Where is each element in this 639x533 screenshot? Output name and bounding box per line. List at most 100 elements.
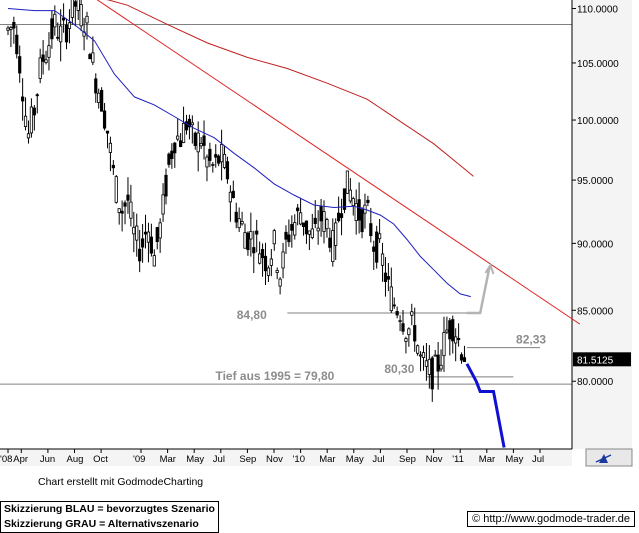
candle-body xyxy=(383,272,388,282)
candle-body xyxy=(430,357,434,390)
x-tick-label: '11 xyxy=(452,454,464,465)
candle-body xyxy=(167,153,171,165)
x-tick-label: May xyxy=(505,454,523,465)
candle-body xyxy=(304,220,309,235)
candle-body xyxy=(436,354,440,372)
scenario-sketches xyxy=(465,262,506,448)
source-url[interactable]: http://www.godmode-trader.de xyxy=(483,513,630,525)
candle-body xyxy=(105,130,110,134)
candle-body xyxy=(313,217,317,224)
candle-body xyxy=(44,59,48,64)
candle-body xyxy=(331,230,335,263)
chart-tool-button[interactable] xyxy=(585,448,633,467)
candle-body xyxy=(70,0,74,18)
candle-body xyxy=(357,199,361,221)
candle-body xyxy=(401,323,405,332)
chart-tool-button-frame[interactable] xyxy=(585,448,633,467)
candle-body xyxy=(217,155,221,164)
candle-body xyxy=(266,267,271,276)
candle-body xyxy=(155,227,159,243)
candle-body xyxy=(100,90,104,112)
candle-body xyxy=(369,223,373,237)
candle-body xyxy=(32,107,36,116)
candle-body xyxy=(161,194,165,215)
x-tick-label: May xyxy=(186,454,204,465)
candle-body xyxy=(240,221,244,225)
candle-body xyxy=(152,255,156,267)
candle-body xyxy=(319,206,323,222)
candle-body xyxy=(316,227,320,232)
candle-body xyxy=(179,140,183,147)
y-tick-label: 80.0000 xyxy=(577,377,614,388)
candle-body xyxy=(386,276,390,280)
candle-body xyxy=(462,357,467,363)
candle-body xyxy=(433,354,437,357)
candle-body xyxy=(287,234,291,243)
level-label: 84,80 xyxy=(237,308,267,322)
candle-body xyxy=(196,132,200,153)
x-tick-label: '10 xyxy=(293,454,305,465)
y-tick-label: 105.0000 xyxy=(577,59,619,70)
candle-body xyxy=(41,54,45,62)
candle-body xyxy=(243,232,247,249)
candle-body xyxy=(457,337,461,341)
y-tick-label: 90.0000 xyxy=(577,239,614,250)
x-tick-label: Oct xyxy=(93,454,108,465)
candle-body xyxy=(255,230,259,235)
x-tick-label: Apr xyxy=(13,454,28,465)
candle-body xyxy=(15,34,19,55)
candle-body xyxy=(158,222,162,239)
x-tick-label: Mar xyxy=(319,454,335,465)
candle-body xyxy=(108,142,113,153)
candle-body xyxy=(184,121,189,131)
candle-body xyxy=(181,122,186,143)
candle-body xyxy=(407,328,411,336)
candle-body xyxy=(290,224,294,231)
candle-body xyxy=(35,94,39,97)
candle-body xyxy=(442,332,446,357)
candle-body xyxy=(202,135,206,146)
candle-body xyxy=(79,4,83,27)
candle-body xyxy=(56,36,60,39)
candle-body xyxy=(258,253,262,264)
x-tick-label: Mar xyxy=(479,454,495,465)
level-label: 82,33 xyxy=(516,333,546,347)
candle-body xyxy=(211,164,215,166)
candle-body xyxy=(18,56,22,74)
moving-average-long xyxy=(106,0,474,177)
x-tick-label: Nov xyxy=(426,454,443,465)
source-link[interactable]: © http://www.godmode-trader.de xyxy=(467,511,635,527)
candle-body xyxy=(445,329,449,333)
y-tick-label: 100.0000 xyxy=(577,116,619,127)
candle-body xyxy=(281,251,285,269)
candle-body xyxy=(459,354,464,361)
candle-body xyxy=(64,24,69,43)
candle-body xyxy=(284,231,288,240)
candle-body xyxy=(208,148,212,161)
candle-body xyxy=(138,248,142,262)
candle-body xyxy=(126,194,130,201)
candle-body xyxy=(170,150,174,160)
candle-body xyxy=(275,270,279,273)
candle-body xyxy=(345,170,350,194)
candle-body xyxy=(351,198,355,206)
candle-body xyxy=(214,154,218,158)
candle-body xyxy=(135,225,139,241)
candle-body xyxy=(29,106,34,134)
candle-body xyxy=(354,203,358,221)
candle-body xyxy=(117,208,121,213)
x-tick-label: Nov xyxy=(266,454,283,465)
candle-body xyxy=(146,231,151,243)
candle-body xyxy=(129,201,133,219)
last-price-label: 81.5125 xyxy=(577,355,614,366)
candle-body xyxy=(293,222,297,236)
copyright-icon: © xyxy=(472,513,481,525)
candle-body xyxy=(310,228,314,239)
candle-body xyxy=(73,1,77,7)
scenario-legend: Skizzierung BLAU = bevorzugtes Szenario … xyxy=(0,501,219,533)
candle-body xyxy=(404,338,408,342)
candle-body xyxy=(140,238,145,248)
candle-body xyxy=(328,237,332,248)
candle-body xyxy=(454,336,458,344)
